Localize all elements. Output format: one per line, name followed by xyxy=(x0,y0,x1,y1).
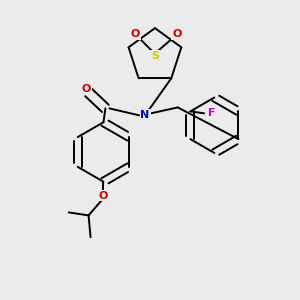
Text: N: N xyxy=(140,110,150,120)
Text: O: O xyxy=(99,190,108,201)
Text: O: O xyxy=(130,29,140,39)
Text: F: F xyxy=(208,108,216,118)
Text: S: S xyxy=(151,51,159,61)
Text: O: O xyxy=(172,29,182,39)
Text: O: O xyxy=(82,84,91,94)
